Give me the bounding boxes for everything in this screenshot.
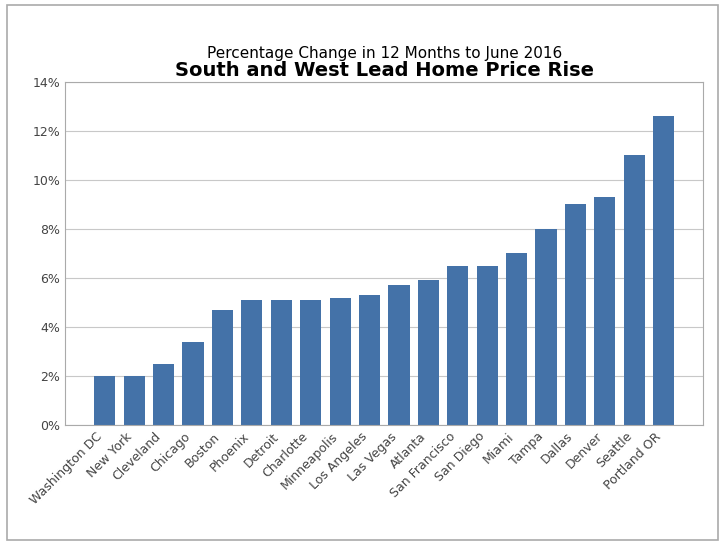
Text: Percentage Change in 12 Months to June 2016: Percentage Change in 12 Months to June 2… xyxy=(207,46,562,61)
Bar xyxy=(624,155,645,425)
Bar xyxy=(153,364,174,425)
Bar xyxy=(506,253,527,425)
Bar xyxy=(653,116,674,425)
Bar xyxy=(565,204,586,425)
Bar xyxy=(476,265,498,425)
Bar xyxy=(594,197,616,425)
Bar xyxy=(300,300,321,425)
Bar xyxy=(389,286,410,425)
Bar xyxy=(212,310,233,425)
Bar xyxy=(183,342,204,425)
Bar xyxy=(94,376,115,425)
Bar xyxy=(418,280,439,425)
Bar xyxy=(359,295,380,425)
Bar xyxy=(447,265,468,425)
Bar xyxy=(124,376,145,425)
Bar xyxy=(241,300,262,425)
Title: South and West Lead Home Price Rise: South and West Lead Home Price Rise xyxy=(175,61,594,80)
Bar xyxy=(536,229,557,425)
Bar xyxy=(330,298,351,425)
Bar xyxy=(270,300,292,425)
